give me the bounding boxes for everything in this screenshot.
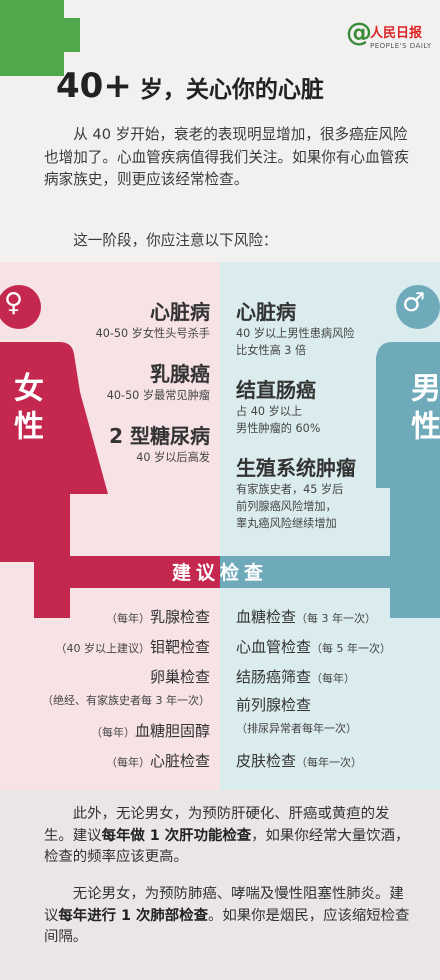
male-check-item: 皮肤检查（每年一次） (236, 752, 363, 770)
male-risk-item: 结直肠癌 占 40 岁以上 男性肿瘤的 60% (236, 378, 321, 435)
female-check-item: （每年）心脏检查 (105, 752, 210, 770)
male-risk-item: 生殖系统肿瘤 有家族史者，45 岁后 前列腺癌风险增加， 睾丸癌风险继续增加 (236, 456, 356, 530)
male-check-item: 血糖检查（每 3 年一次） (236, 608, 377, 626)
intro-lead: 这一阶段，你应注意以下风险： (73, 232, 278, 249)
footer-paragraph-lung: 无论男女，为预防肺癌、哮喘及慢性阻塞性肺炎。建议每年进行 1 次肺部检查。如果你… (44, 886, 410, 945)
male-label: 男性 (405, 372, 440, 448)
male-symbol-icon: ♂ (402, 288, 426, 318)
female-risk-item: 心脏病 40-50 岁女性头号杀手 (95, 300, 210, 340)
checkup-banner: 建议检查 (171, 562, 268, 584)
female-figure-icon (0, 285, 108, 618)
cross-icon-part (40, 52, 64, 76)
female-risk-item: 2 型糖尿病 40 岁以后高发 (109, 424, 210, 464)
male-check-note: （排尿异常者每年一次） (236, 722, 357, 735)
male-check-item: 结肠癌筛查（每年） (236, 668, 356, 686)
female-check-item: （每年）血糖胆固醇 (90, 722, 210, 740)
logo-subtitle: PEOPLE'S DAILY (370, 42, 432, 50)
female-check-item: （40 岁以上建议）钼靶检查 (55, 638, 210, 656)
cross-icon-bar (0, 18, 80, 52)
female-check-item: 卵巢检查 (149, 668, 210, 686)
male-risk-item: 心脏病 40 岁以上男性患病风险 比女性高 3 倍 (236, 300, 355, 357)
footer (0, 790, 440, 980)
female-symbol-icon: ♀ (4, 288, 24, 318)
banner-left (40, 556, 220, 588)
logo-name: 人民日报 (370, 26, 423, 41)
footer-paragraph-liver: 此外，无论男女，为预防肝硬化、肝癌或黄疸的发生。建议每年做 1 次肝功能检查，如… (44, 806, 410, 865)
people-daily-logo: @ 人民日报 PEOPLE'S DAILY (346, 16, 436, 66)
female-risk-item: 乳腺癌 40-50 岁最常见肿瘤 (106, 362, 210, 402)
female-check-item: （每年）乳腺检查 (105, 608, 210, 626)
at-icon: @ (346, 18, 372, 48)
banner-right (220, 556, 402, 588)
female-check-note: （绝经、有家族史者每 3 年一次） (42, 694, 210, 707)
male-check-item: 前列腺检查 (236, 696, 312, 714)
page-title: 40+ 岁，关心你的心脏 (56, 66, 324, 106)
male-check-item: 心血管检查（每 5 年一次） (236, 638, 392, 656)
intro-paragraph: 从 40 岁开始，衰老的表现明显增加，很多癌症风险也增加了。心血管疾病值得我们关… (44, 126, 409, 188)
cross-icon-part (40, 0, 64, 18)
male-figure-icon (376, 285, 440, 618)
female-label: 女性 (8, 372, 43, 448)
